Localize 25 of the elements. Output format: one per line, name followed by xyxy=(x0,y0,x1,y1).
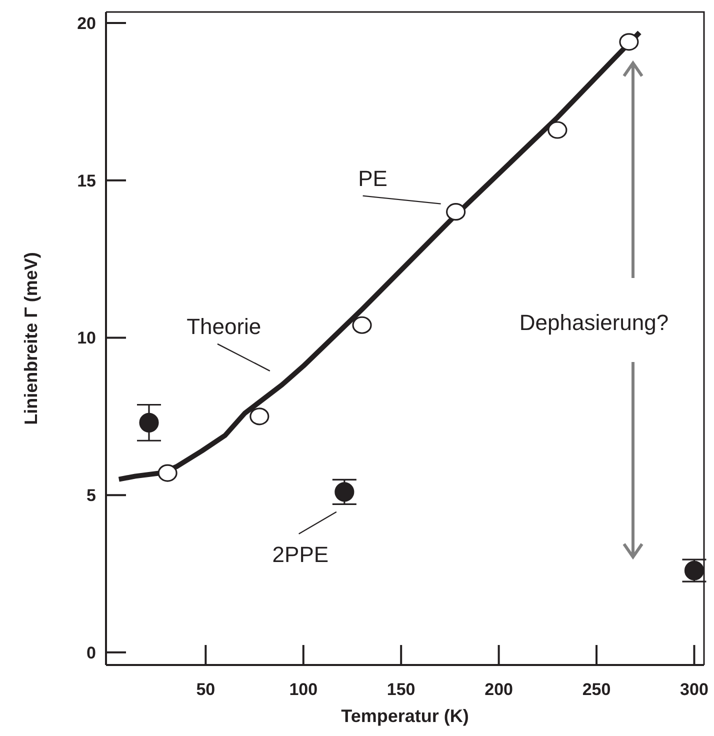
y-tick-label: 0 xyxy=(86,643,96,662)
x-tick-label: 200 xyxy=(484,680,513,700)
text: Theorie xyxy=(186,314,262,339)
point xyxy=(352,316,372,334)
y-tick-label: 10 xyxy=(77,328,96,348)
annotation: Dephasierung? xyxy=(519,310,669,335)
x-tick-label: 50 xyxy=(196,680,216,700)
legend-label: 2PPE xyxy=(272,542,329,567)
x-axis-title: Temperatur (K) xyxy=(341,706,469,726)
x-tick-label: 150 xyxy=(386,680,416,700)
point xyxy=(158,464,178,482)
y-tick-label: 20 xyxy=(77,14,96,34)
point xyxy=(619,33,639,51)
y-tick-label: 5 xyxy=(86,486,96,506)
point xyxy=(139,412,159,432)
x-tick-label: 250 xyxy=(582,680,611,700)
point xyxy=(548,121,568,139)
point xyxy=(250,408,270,426)
point xyxy=(446,203,466,221)
x-tick-label: 300 xyxy=(680,680,708,700)
y-axis-title: Linienbreite Γ (meV) xyxy=(21,252,41,425)
y-tick-label: 15 xyxy=(77,171,96,190)
text: PE xyxy=(358,166,388,191)
x-tick-label: 100 xyxy=(289,680,318,700)
point xyxy=(684,560,704,580)
